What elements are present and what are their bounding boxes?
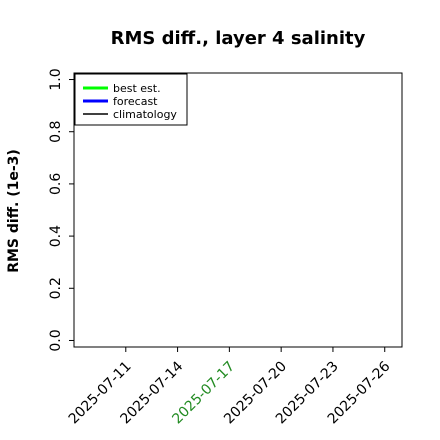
plot-area xyxy=(73,72,403,348)
chart-title: RMS diff., layer 4 salinity xyxy=(111,28,366,49)
y-tick-label: 1.0 xyxy=(48,68,64,90)
legend: best est. forecast climatology xyxy=(74,73,188,126)
plot-frame xyxy=(73,72,403,348)
y-tick-label: 0.2 xyxy=(48,277,64,299)
y-tick-label: 0.0 xyxy=(48,329,64,351)
y-tick-label: 0.6 xyxy=(48,173,64,195)
legend-label-climatology: climatology xyxy=(113,108,177,121)
y-tick-label: 0.4 xyxy=(48,225,64,247)
legend-label-best-est: best est. xyxy=(113,82,161,95)
y-axis-label: RMS diff. (1e-3) xyxy=(6,149,22,273)
y-axis-ticks: 0.0 0.2 0.4 0.6 0.8 1.0 xyxy=(48,68,74,352)
legend-label-forecast: forecast xyxy=(113,95,158,108)
y-tick-label: 0.8 xyxy=(48,121,64,143)
